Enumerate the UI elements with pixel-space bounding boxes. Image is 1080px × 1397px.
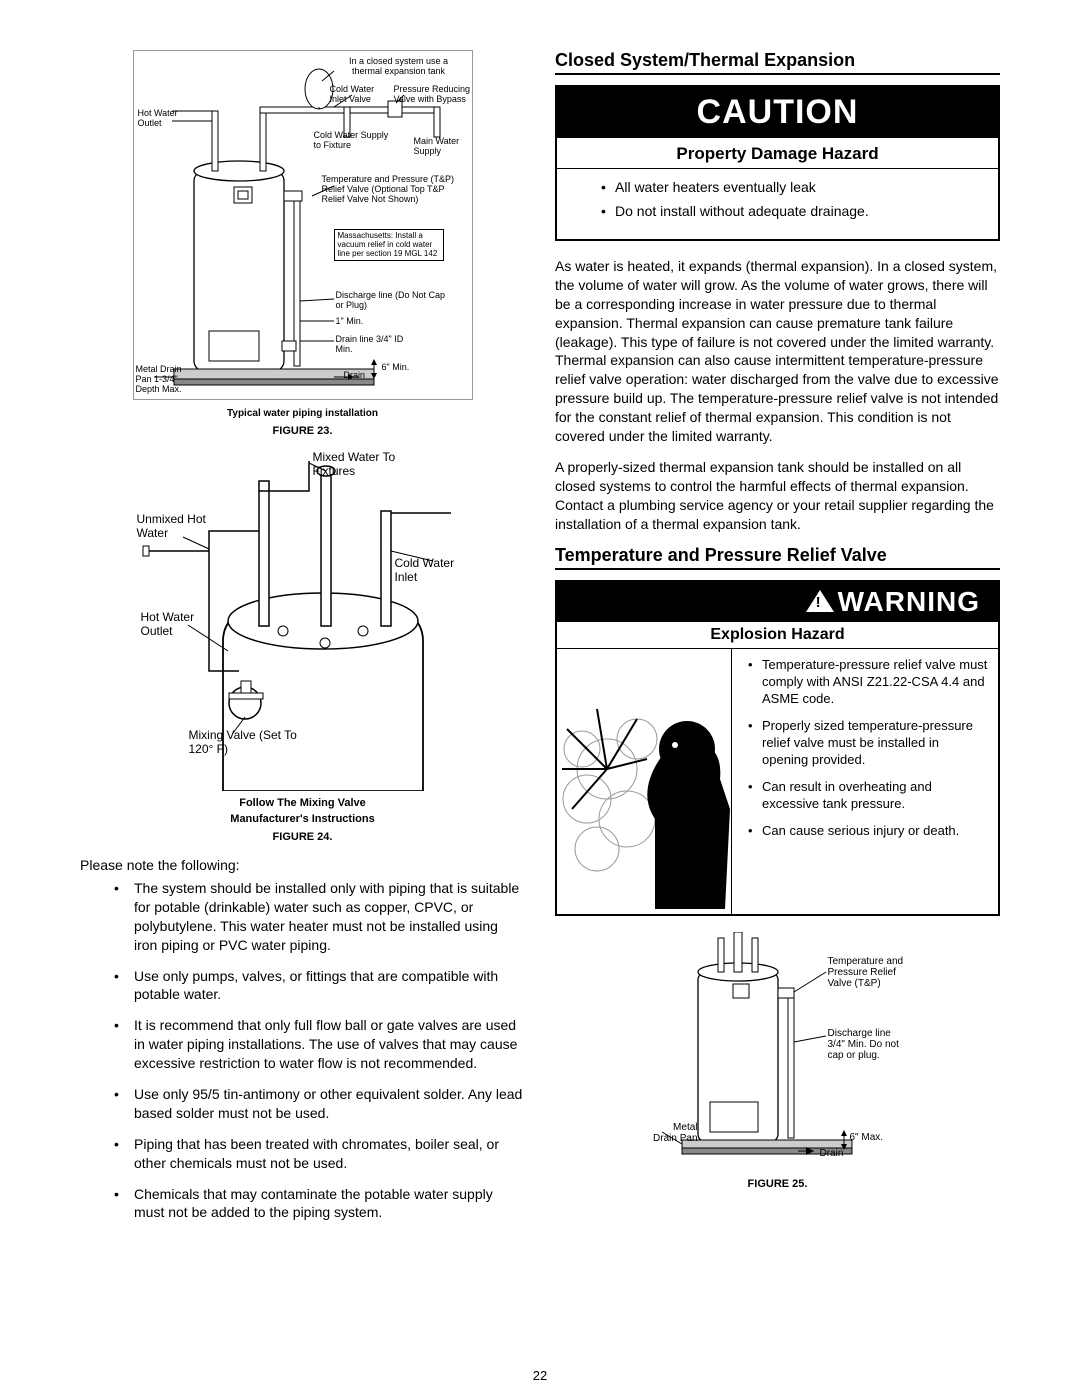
warning-item: Can result in overheating and excessive … [762,779,988,813]
warning-item: Temperature-pressure relief valve must c… [762,657,988,708]
fig23-hot-outlet-label: Hot Water Outlet [138,109,188,129]
fig23-closed-sys-label: In a closed system use a thermal expansi… [334,57,464,77]
fig23-cold-inlet-label: Cold Water Inlet Valve [330,85,390,105]
page-number: 22 [0,1368,1080,1383]
caution-box: CAUTION Property Damage Hazard All water… [555,85,1000,241]
section-tp-valve: Temperature and Pressure Relief Valve [555,545,1000,570]
figure-24: Mixed Water To Fixtures Unmixed Hot Wate… [133,451,473,791]
notes-list: The system should be installed only with… [80,879,525,1222]
fig24-hotoutlet-label: Hot Water Outlet [141,611,211,639]
warning-box: !WARNING Explosion Hazard [555,580,1000,916]
fig25-pan-label: Metal Drain Pan [648,1122,698,1144]
fig24-mix-label: Mixing Valve (Set To 120° F) [189,729,299,757]
fig24-bottom1: Follow The Mixing Valve [80,797,525,809]
warning-item: Properly sized temperature-pressure reli… [762,718,988,769]
fig23-caption: FIGURE 23. [80,425,525,437]
warning-item: Can cause serious injury or death. [762,823,988,840]
caution-item: All water heaters eventually leak [601,179,976,195]
figure-25: Temperature and Pressure Relief Valve (T… [648,932,908,1172]
note-item: Chemicals that may contaminate the potab… [114,1185,525,1223]
figure-23: In a closed system use a thermal expansi… [133,50,473,400]
fig25-caption: FIGURE 25. [555,1178,1000,1190]
note-item: Use only pumps, valves, or fittings that… [114,967,525,1005]
fig23-subcaption: Typical water piping installation [80,408,525,419]
fig23-tp-label: Temperature and Pressure (T&P) Relief Va… [322,175,470,205]
fig23-prv-label: Pressure Reducing Valve with Bypass [394,85,474,105]
fig23-mass-note: Massachusetts: Install a vacuum relief i… [334,229,444,261]
caution-item: Do not install without adequate drainage… [601,203,976,219]
fig23-cold-supply-label: Cold Water Supply to Fixture [314,131,394,151]
notes-intro: Please note the following: [80,857,525,873]
para-thermal-1: As water is heated, it expands (thermal … [555,257,1000,446]
fig23-1min-label: 1" Min. [336,317,364,327]
fig23-main-supply-label: Main Water Supply [414,137,470,157]
warning-heading: !WARNING [557,582,998,622]
section-closed-system: Closed System/Thermal Expansion [555,50,1000,75]
warning-triangle-icon: ! [806,590,834,612]
note-item: Piping that has been treated with chroma… [114,1135,525,1173]
fig23-6min-label: 6" Min. [382,363,410,373]
fig25-discharge-label: Discharge line 3/4" Min. Do not cap or p… [828,1028,906,1061]
warning-illustration [557,648,732,914]
fig25-drain-label: Drain [820,1148,844,1159]
fig23-pan-label: Metal Drain Pan 1-3/4" Depth Max. [136,365,192,395]
note-item: The system should be installed only with… [114,879,525,955]
fig24-unmixed-label: Unmixed Hot Water [137,513,207,541]
fig23-drainline-label: Drain line 3/4" ID Min. [336,335,416,355]
fig24-caption: FIGURE 24. [80,831,525,843]
fig24-bottom2: Manufacturer's Instructions [80,813,525,825]
note-item: It is recommend that only full flow ball… [114,1016,525,1073]
fig25-6max-label: 6" Max. [850,1132,884,1143]
note-item: Use only 95/5 tin-antimony or other equi… [114,1085,525,1123]
fig24-coldinlet-label: Cold Water Inlet [395,557,470,585]
warning-subheading: Explosion Hazard [557,622,998,648]
fig23-discharge-label: Discharge line (Do Not Cap or Plug) [336,291,446,311]
fig23-drain-label: Drain [344,371,366,381]
fig24-mixed-label: Mixed Water To Fixtures [313,451,413,479]
para-thermal-2: A properly-sized thermal expansion tank … [555,458,1000,534]
caution-subheading: Property Damage Hazard [557,138,998,169]
caution-heading: CAUTION [557,87,998,138]
fig25-tp-label: Temperature and Pressure Relief Valve (T… [828,956,906,989]
